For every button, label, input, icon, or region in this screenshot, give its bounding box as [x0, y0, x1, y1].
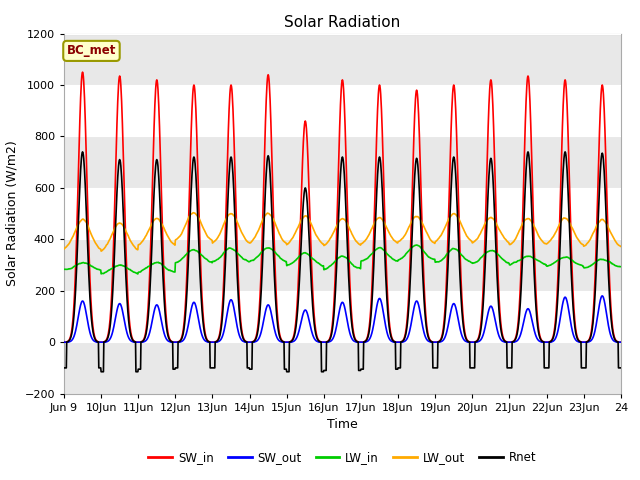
SW_out: [617, 339, 625, 345]
Line: SW_in: SW_in: [64, 72, 621, 342]
Text: BC_met: BC_met: [67, 44, 116, 58]
SW_out: [428, 339, 436, 345]
SW_out: [183, 328, 191, 334]
LW_in: [568, 257, 576, 263]
LW_in: [184, 251, 191, 256]
LW_out: [280, 238, 287, 244]
LW_in: [429, 256, 436, 262]
Bar: [64, 240, 621, 291]
SW_in: [292, 312, 300, 318]
Line: LW_in: LW_in: [64, 245, 621, 274]
Rnet: [79, 149, 86, 155]
Rnet: [617, 365, 625, 371]
LW_out: [189, 210, 197, 216]
LW_out: [60, 246, 68, 252]
SW_in: [520, 175, 527, 181]
LW_in: [279, 257, 287, 263]
LW_out: [429, 239, 436, 245]
LW_out: [184, 218, 191, 224]
Bar: [64, 342, 621, 394]
Bar: [64, 136, 621, 188]
X-axis label: Time: Time: [327, 418, 358, 431]
LW_in: [412, 242, 420, 248]
Rnet: [568, 287, 576, 293]
SW_in: [617, 339, 625, 345]
Line: LW_out: LW_out: [64, 213, 621, 251]
SW_out: [568, 323, 575, 329]
SW_out: [60, 339, 68, 345]
SW_in: [568, 256, 575, 262]
Rnet: [60, 365, 68, 371]
Legend: SW_in, SW_out, LW_in, LW_out, Rnet: SW_in, SW_out, LW_in, LW_out, Rnet: [144, 446, 541, 469]
Rnet: [280, 339, 287, 345]
LW_out: [568, 225, 576, 230]
LW_in: [60, 266, 68, 272]
LW_in: [292, 257, 300, 263]
Rnet: [520, 212, 528, 217]
LW_out: [293, 227, 301, 232]
LW_in: [617, 264, 625, 270]
Bar: [64, 34, 621, 85]
LW_out: [97, 248, 105, 254]
LW_out: [617, 243, 625, 249]
SW_in: [60, 339, 68, 345]
LW_in: [520, 254, 528, 260]
Line: SW_out: SW_out: [64, 296, 621, 342]
Line: Rnet: Rnet: [64, 152, 621, 372]
SW_in: [184, 258, 191, 264]
Rnet: [184, 273, 191, 278]
SW_out: [292, 336, 300, 342]
Y-axis label: Solar Radiation (W/m2): Solar Radiation (W/m2): [6, 141, 19, 287]
SW_in: [79, 69, 86, 75]
SW_out: [598, 293, 606, 299]
Rnet: [429, 339, 436, 345]
SW_in: [279, 338, 287, 344]
Title: Solar Radiation: Solar Radiation: [284, 15, 401, 30]
Rnet: [293, 317, 301, 323]
SW_out: [278, 339, 286, 345]
LW_in: [134, 271, 141, 277]
Rnet: [97, 369, 105, 374]
LW_out: [520, 218, 528, 224]
SW_out: [520, 321, 527, 326]
SW_in: [428, 339, 436, 345]
